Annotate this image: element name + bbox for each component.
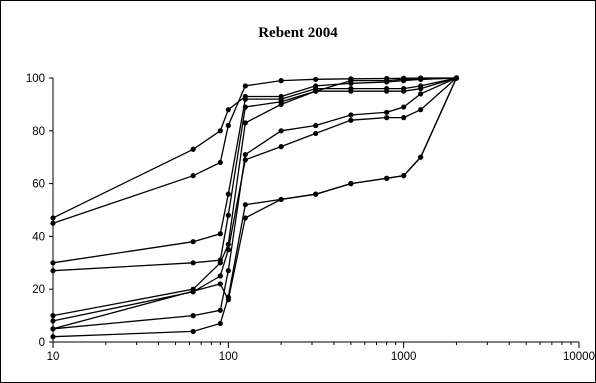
data-point xyxy=(401,173,407,179)
y-tick-label: 100 xyxy=(26,73,45,85)
data-point xyxy=(348,112,354,118)
data-point xyxy=(50,220,56,226)
y-tick-label: 40 xyxy=(32,231,45,243)
data-point xyxy=(242,83,248,89)
data-point xyxy=(313,88,319,94)
data-point xyxy=(418,154,424,160)
data-point xyxy=(278,78,284,84)
series-line xyxy=(52,77,457,322)
data-point xyxy=(217,273,223,279)
data-point xyxy=(225,107,231,113)
chart-title: Rebent 2004 xyxy=(258,25,338,41)
data-point xyxy=(217,281,223,287)
series-line xyxy=(52,77,457,330)
data-point xyxy=(190,313,196,319)
data-point xyxy=(190,239,196,245)
data-point xyxy=(418,85,424,92)
data-point xyxy=(225,247,231,253)
data-point xyxy=(225,122,231,129)
data-point xyxy=(50,260,56,266)
x-tick-label: 1000 xyxy=(391,351,417,363)
data-point xyxy=(418,91,424,97)
data-point xyxy=(278,128,284,134)
data-point xyxy=(278,196,284,203)
data-point xyxy=(190,328,196,335)
data-point xyxy=(384,115,390,121)
data-point xyxy=(217,307,223,313)
data-point xyxy=(217,128,223,134)
series-line xyxy=(52,77,457,317)
series-line xyxy=(52,77,457,272)
y-tick-label: 80 xyxy=(32,126,45,138)
series-line xyxy=(52,77,457,224)
plot-area: 0 20 40 60 80 100 10 100 1000 10000 xyxy=(26,73,595,363)
data-point xyxy=(278,101,284,107)
data-point xyxy=(384,109,390,115)
data-point xyxy=(217,159,223,166)
data-point xyxy=(313,130,319,137)
data-point xyxy=(401,115,407,121)
data-point xyxy=(225,297,231,303)
y-tick-label: 20 xyxy=(32,284,45,296)
data-point xyxy=(190,146,196,152)
data-point xyxy=(453,75,460,81)
data-point xyxy=(50,334,56,340)
data-point xyxy=(217,231,223,237)
data-point xyxy=(242,215,248,221)
data-point xyxy=(348,117,354,123)
data-point xyxy=(348,88,354,94)
data-point xyxy=(190,260,196,266)
data-point xyxy=(313,191,319,197)
data-point xyxy=(50,318,56,324)
data-point xyxy=(242,120,248,126)
data-point xyxy=(401,88,407,94)
data-point xyxy=(384,88,390,94)
data-point xyxy=(50,326,56,332)
data-point xyxy=(50,215,56,221)
y-tick-label: 60 xyxy=(32,179,45,191)
data-point xyxy=(313,122,319,129)
data-point xyxy=(242,202,248,208)
data-point xyxy=(217,320,223,327)
data-point xyxy=(225,212,231,218)
data-point xyxy=(225,268,231,274)
data-point xyxy=(418,107,424,113)
y-tick-label: 0 xyxy=(39,337,45,349)
data-point xyxy=(384,78,390,84)
data-point xyxy=(217,260,223,266)
data-point xyxy=(278,144,284,150)
x-tick-label: 100 xyxy=(219,351,238,363)
series-line xyxy=(52,77,457,338)
series-line xyxy=(52,77,457,219)
x-tick-label: 10 xyxy=(47,351,60,363)
data-point xyxy=(242,151,248,158)
data-point xyxy=(401,104,407,110)
data-point xyxy=(348,78,354,84)
data-point xyxy=(242,96,248,102)
series-line xyxy=(52,77,457,264)
data-point xyxy=(225,191,231,197)
x-tick-label: 10000 xyxy=(563,351,595,363)
data-point xyxy=(50,313,56,319)
data-point xyxy=(418,76,424,82)
data-point xyxy=(190,173,196,179)
data-point xyxy=(384,175,390,181)
data-point xyxy=(401,76,407,82)
data-point xyxy=(348,181,354,187)
data-point xyxy=(242,104,248,110)
data-point xyxy=(50,268,56,274)
data-point xyxy=(313,76,319,82)
